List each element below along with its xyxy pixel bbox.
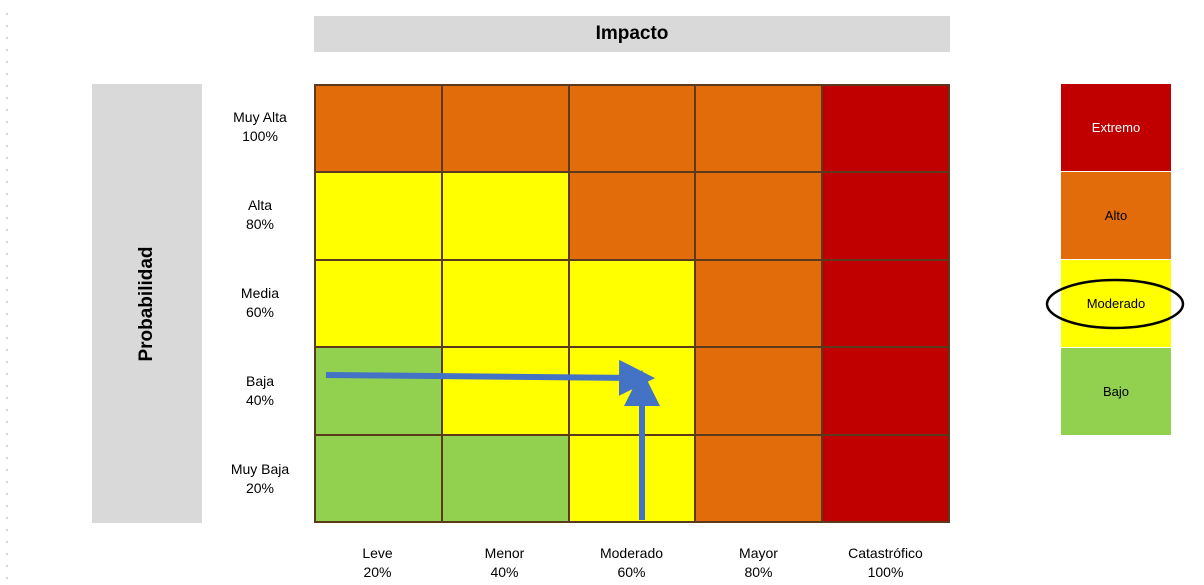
col-label-pct: 100%	[867, 564, 904, 580]
col-label-menor: Menor 40%	[441, 544, 568, 582]
matrix-cell	[695, 172, 823, 260]
col-label-pct: 60%	[617, 564, 646, 580]
col-label-leve: Leve 20%	[314, 544, 441, 582]
matrix-cell	[568, 259, 696, 348]
matrix-cell	[441, 259, 569, 348]
matrix-cell	[822, 259, 949, 348]
matrix-cell	[315, 347, 442, 435]
legend-item-bajo: Bajo	[1061, 348, 1171, 436]
impact-axis-title: Impacto	[595, 23, 669, 44]
col-label-name: Mayor	[739, 545, 778, 561]
row-label-name: Alta	[247, 197, 273, 213]
matrix-cell	[695, 259, 823, 348]
row-label-name: Muy Alta	[233, 109, 287, 125]
row-label-alta: Alta 80%	[210, 196, 310, 234]
row-label-pct: 40%	[245, 392, 275, 408]
col-label-mayor: Mayor 80%	[695, 544, 822, 582]
matrix-cell	[695, 434, 823, 522]
col-label-name: Catastrófico	[848, 545, 923, 561]
row-label-pct: 60%	[245, 304, 275, 320]
legend-item-extremo: Extremo	[1061, 84, 1171, 172]
probability-axis-header: Probabilidad	[92, 84, 202, 523]
row-label-pct: 20%	[245, 480, 275, 496]
impact-axis-header: Impacto	[314, 16, 950, 52]
legend-label: Alto	[1104, 208, 1128, 223]
matrix-cell	[315, 172, 442, 260]
matrix-cell	[695, 85, 823, 173]
legend-item-moderado: Moderado	[1061, 260, 1171, 348]
col-label-catastrofico: Catastrófico 100%	[822, 544, 949, 582]
row-label-muy-alta: Muy Alta 100%	[210, 108, 310, 146]
dotted-guide	[6, 8, 8, 580]
col-label-pct: 40%	[490, 564, 519, 580]
matrix-cell	[822, 85, 949, 173]
col-label-moderado: Moderado 60%	[568, 544, 695, 582]
row-label-media: Media 60%	[210, 284, 310, 322]
col-label-name: Leve	[362, 545, 393, 561]
matrix-cell	[822, 347, 949, 435]
matrix-cell	[441, 434, 569, 522]
matrix-cell	[441, 85, 569, 173]
matrix-cell	[568, 172, 696, 260]
matrix-cell	[441, 172, 569, 260]
matrix-cell	[568, 434, 696, 522]
row-label-name: Baja	[245, 373, 275, 389]
matrix-cell	[568, 85, 696, 173]
row-label-pct: 100%	[242, 128, 278, 144]
matrix-cell	[822, 172, 949, 260]
legend-label: Moderado	[1086, 296, 1146, 311]
risk-legend: Extremo Alto Moderado Bajo	[1061, 84, 1171, 436]
matrix-cell	[315, 85, 442, 173]
matrix-cell	[695, 347, 823, 435]
col-label-name: Moderado	[599, 545, 664, 561]
horizontal-arrow	[325, 359, 655, 396]
row-label-baja: Baja 40%	[210, 372, 310, 410]
legend-label: Extremo	[1091, 120, 1141, 135]
row-label-muy-baja: Muy Baja 20%	[210, 460, 310, 498]
risk-matrix	[314, 84, 950, 523]
col-label-pct: 80%	[744, 564, 773, 580]
col-label-name: Menor	[484, 545, 525, 561]
matrix-cell	[315, 434, 442, 522]
legend-item-alto: Alto	[1061, 172, 1171, 260]
matrix-cell	[822, 434, 949, 522]
matrix-cell	[315, 259, 442, 348]
row-label-name: Media	[240, 285, 280, 301]
row-label-name: Muy Baja	[230, 461, 290, 477]
col-label-pct: 20%	[363, 564, 392, 580]
legend-label: Bajo	[1102, 384, 1130, 399]
highlight-ring	[1045, 278, 1185, 330]
matrix-cell	[441, 347, 569, 435]
row-label-pct: 80%	[245, 216, 275, 232]
